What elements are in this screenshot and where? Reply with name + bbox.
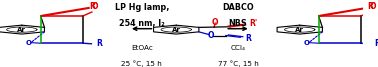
Text: NBS: NBS [229,19,247,28]
Text: R: R [245,34,251,43]
Text: 25 °C, 15 h: 25 °C, 15 h [121,61,162,67]
Text: R': R' [89,2,97,11]
Text: R: R [96,39,102,48]
Text: O: O [91,2,98,11]
Text: 77 °C, 15 h: 77 °C, 15 h [218,61,258,67]
Text: O: O [26,40,32,46]
Text: Ar: Ar [295,27,304,33]
Text: 254 nm, I₂: 254 nm, I₂ [119,19,164,28]
Text: O: O [207,31,214,40]
Text: R': R' [367,2,375,11]
Text: DABCO: DABCO [222,3,254,12]
Text: O: O [304,40,310,46]
Text: Ar: Ar [17,27,26,33]
Text: Ar: Ar [172,27,181,33]
Text: CCl₄: CCl₄ [231,45,245,51]
Text: O: O [212,18,218,27]
Text: R: R [374,39,378,48]
Text: LP Hg lamp,: LP Hg lamp, [115,3,169,12]
Text: R': R' [249,19,258,28]
Text: O: O [370,2,376,11]
Text: EtOAc: EtOAc [131,45,153,51]
